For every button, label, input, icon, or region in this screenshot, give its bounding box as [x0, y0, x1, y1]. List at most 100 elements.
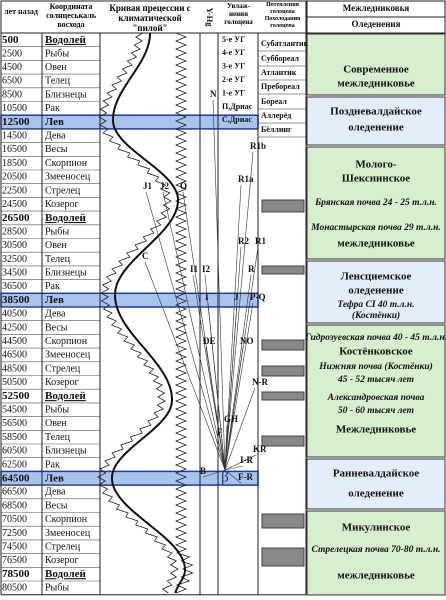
humid-label: 4-е УГ: [222, 48, 245, 57]
zodiac-sign: Близнецы: [45, 89, 87, 100]
year: 54500: [2, 405, 27, 416]
line-label: GH: [224, 414, 238, 424]
year: 36500: [2, 281, 27, 292]
year: 20500: [2, 172, 27, 183]
line-label: F-R: [238, 472, 253, 482]
period-text: Ленсциемское: [341, 271, 412, 283]
year: 72500: [2, 528, 27, 539]
year: 52500: [2, 390, 30, 402]
line-label: KR: [253, 444, 267, 454]
period-text: 50 - 60 тысяч лет: [338, 406, 414, 416]
zodiac-sign: Рыбы: [45, 583, 69, 594]
line-label: R1b: [250, 141, 266, 151]
period-box: [306, 510, 446, 596]
header-interglacial: Межледниковья: [343, 3, 410, 13]
year: 64500: [2, 472, 30, 484]
line-label: R1: [255, 236, 266, 246]
precession-curve: [111, 33, 186, 594]
table-body: Современное межледниковье Поздневалдайское…: [0, 32, 446, 596]
period-text: оледенение: [348, 122, 404, 134]
header-zodiac-box: Координата солнцеськаль восхода: [46, 2, 96, 29]
convergence-line: [145, 191, 226, 471]
convergence-line: [219, 437, 226, 471]
soil-stripe: [261, 547, 305, 567]
header-curve: Кривая прецессии с климатической "пилой": [109, 3, 191, 31]
convergence-line: [224, 274, 252, 471]
zodiac-sign: Весы: [45, 144, 68, 155]
zodiac-sign: Овен: [45, 418, 67, 429]
zodiac-sign: Лев: [45, 472, 64, 484]
period-box: [306, 458, 446, 510]
year: 56500: [2, 418, 27, 429]
soil-stripe: [261, 365, 305, 377]
year: 24500: [2, 199, 27, 210]
period-text: (Костёнки): [352, 310, 400, 321]
year: 14500: [2, 131, 27, 142]
zodiac-sign: Лев: [45, 294, 64, 306]
zodiac-sign: Скорпион: [45, 336, 88, 347]
convergence-line: [207, 302, 226, 471]
year: 78500: [2, 568, 30, 580]
convergence-line: [224, 424, 228, 471]
holocene-label: Бёллинг: [261, 125, 292, 134]
period-text: оледенение: [348, 285, 404, 297]
year: 28500: [2, 226, 27, 237]
year: 44500: [2, 336, 27, 347]
year: 30500: [2, 240, 27, 251]
line-label: R1a: [238, 174, 254, 184]
header-humid: Увлаж-нения голоцена: [224, 2, 253, 26]
line-label: B: [200, 466, 206, 476]
convergence-line: [224, 184, 242, 471]
year: 50500: [2, 377, 27, 388]
zodiac-sign: Рак: [45, 281, 60, 292]
humid-label: 3-е УГ: [222, 62, 245, 71]
period-text: Стрелецкая почва 70-80 т.л.н.: [312, 545, 441, 555]
convergence-line: [192, 274, 226, 471]
line-label: R: [248, 264, 255, 274]
header-humid-box: Увлаж-нения голоцена: [224, 2, 253, 26]
line-label: I: [205, 292, 209, 302]
year: 2500: [2, 48, 22, 59]
convergence-line: [224, 469, 242, 484]
soil-stripe: [261, 265, 305, 275]
soil-stripe: [261, 513, 305, 529]
zodiac-sign: Водолей: [45, 390, 86, 402]
zodiac-sign: Весы: [45, 500, 68, 511]
convergence-line: [224, 454, 257, 471]
period-text: Молого-: [355, 159, 396, 171]
zodiac-sign: Телец: [45, 76, 71, 87]
line-label: J: [234, 292, 239, 302]
year: 62500: [2, 459, 27, 470]
line-label: NO: [240, 336, 254, 346]
period-text: Шекснинское: [342, 173, 410, 185]
zodiac-sign: Дева: [45, 131, 66, 142]
period-text: межледниковье: [337, 78, 415, 90]
year: 68500: [2, 500, 27, 511]
header-curve-box: Кривая прецессии с климатической "пилой": [109, 3, 191, 31]
header-zodiac: Координата солнцеськаль восхода: [46, 2, 96, 29]
header-yhg: Y-Hg: [205, 7, 215, 27]
zodiac-sign: Рыбы: [45, 405, 69, 416]
soil-stripe: [261, 435, 305, 447]
year: 18500: [2, 158, 27, 169]
zodiac-sign: Водолей: [45, 568, 86, 580]
convergence-line: [162, 191, 226, 471]
holocene-label: Аллерёд: [261, 111, 291, 120]
year: 48500: [2, 363, 27, 374]
zodiac-sign: Змееносец: [45, 172, 91, 183]
holocene-label: Суббореал: [261, 54, 299, 63]
highlight-band: [0, 470, 259, 486]
header-box: [0, 0, 307, 34]
zodiac-sign: Телец: [45, 254, 71, 265]
year: 46500: [2, 350, 27, 361]
line-label: O: [180, 181, 187, 191]
zodiac-sign: Близнецы: [45, 446, 87, 457]
line-label: I-R: [240, 455, 253, 465]
zodiac-sign: Рыбы: [45, 226, 69, 237]
period-box: [306, 96, 446, 146]
convergence-line: [202, 469, 226, 478]
header-warm: Потепления голоцена: [266, 2, 299, 15]
holocene-label: Пребореал: [261, 82, 300, 91]
